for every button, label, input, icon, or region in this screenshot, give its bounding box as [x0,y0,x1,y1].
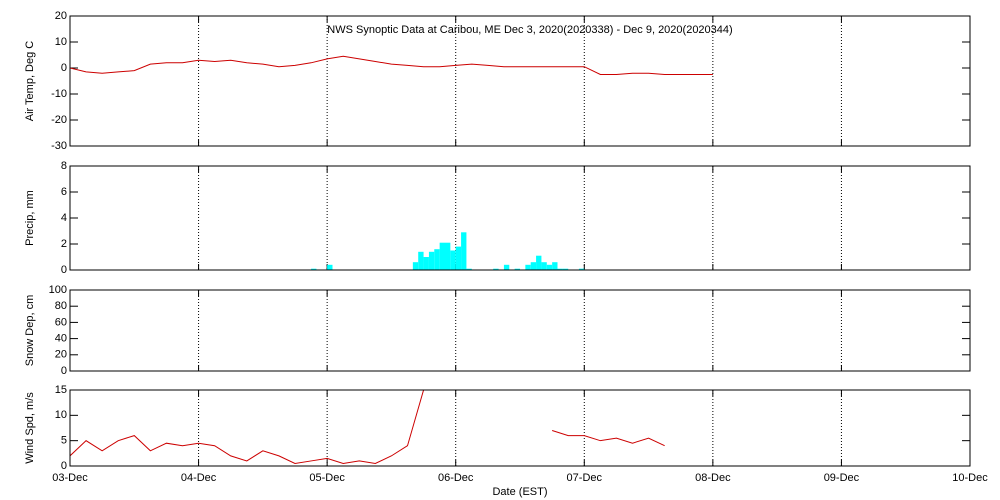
y-tick-label: 8 [61,160,67,172]
bar [434,249,440,270]
bar [552,262,558,270]
bar [439,242,445,270]
bar [562,268,569,270]
y-tick-label: 6 [61,186,67,198]
bar [541,262,547,270]
data-line [70,390,665,464]
y-axis-label: Air Temp, Deg C [24,41,36,122]
bar [445,242,451,270]
y-axis-label: Wind Spd, m/s [24,392,36,464]
bar [423,257,429,270]
x-tick-label: 09-Dec [824,472,860,484]
bar [503,264,510,270]
panel-frame [69,289,971,372]
bar [311,268,317,270]
y-tick-label: 0 [61,264,67,276]
bar [578,268,585,270]
y-tick-label: 60 [55,316,67,328]
y-tick-label: 40 [55,333,67,345]
bar [466,268,472,270]
y-axis-label: Precip, mm [24,190,36,246]
x-tick-label: 04-Dec [181,472,217,484]
y-tick-label: 0 [61,460,67,472]
chart-title: NWS Synoptic Data at Caribou, ME Dec 3, … [327,24,732,36]
panel-frame [69,165,971,271]
panel-frame [69,389,971,467]
y-tick-label: 5 [61,435,67,447]
bar [450,250,456,270]
x-tick-label: 07-Dec [567,472,603,484]
x-tick-label: 10-Dec [952,472,988,484]
y-axis-label: Snow Dep, cm [24,295,36,367]
bar [525,264,531,270]
bar [455,246,462,270]
y-tick-label: 10 [55,409,67,421]
bar [461,232,467,270]
data-line [70,55,713,75]
y-tick-label: 80 [55,300,67,312]
panel-frame [69,15,971,147]
y-tick-label: -10 [51,88,67,100]
bar [557,268,563,270]
bar [493,268,499,270]
y-tick-label: 0 [61,62,67,74]
y-tick-label: 20 [55,10,67,22]
x-tick-label: 06-Dec [438,472,474,484]
bar [327,264,333,270]
x-tick-label: 05-Dec [309,472,345,484]
y-tick-label: -30 [51,140,67,152]
bar [546,264,553,270]
bar [530,262,537,270]
bar [536,255,542,270]
bar [418,251,424,270]
bar [428,251,435,270]
x-tick-label: 08-Dec [695,472,731,484]
y-tick-label: 10 [55,36,67,48]
y-tick-label: 0 [61,365,67,377]
bar [412,262,419,270]
y-tick-label: 100 [49,284,67,296]
y-tick-label: 15 [55,384,67,396]
y-tick-label: 4 [61,212,67,224]
y-tick-label: 2 [61,238,67,250]
bar [514,268,520,270]
x-axis-label: Date (EST) [492,486,547,498]
y-tick-label: -20 [51,114,67,126]
y-tick-label: 20 [55,349,67,361]
x-tick-label: 03-Dec [52,472,88,484]
